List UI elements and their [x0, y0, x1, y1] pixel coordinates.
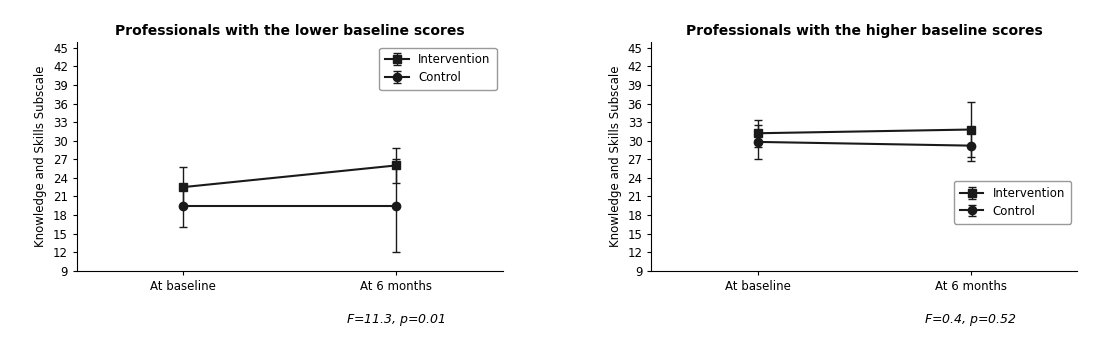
Title: Professionals with the higher baseline scores: Professionals with the higher baseline s…	[686, 24, 1043, 38]
Text: $\it{F}$=0.4, $\it{p}$=0.52: $\it{F}$=0.4, $\it{p}$=0.52	[924, 312, 1017, 328]
Title: Professionals with the lower baseline scores: Professionals with the lower baseline sc…	[115, 24, 465, 38]
Legend: Intervention, Control: Intervention, Control	[954, 181, 1072, 223]
Y-axis label: Knowledge and Skills Subscale: Knowledge and Skills Subscale	[34, 65, 47, 247]
Legend: Intervention, Control: Intervention, Control	[379, 48, 497, 90]
Text: $\it{F}$=11.3, $\it{p}$=0.01: $\it{F}$=11.3, $\it{p}$=0.01	[346, 312, 446, 328]
Y-axis label: Knowledge and Skills Subscale: Knowledge and Skills Subscale	[609, 65, 622, 247]
